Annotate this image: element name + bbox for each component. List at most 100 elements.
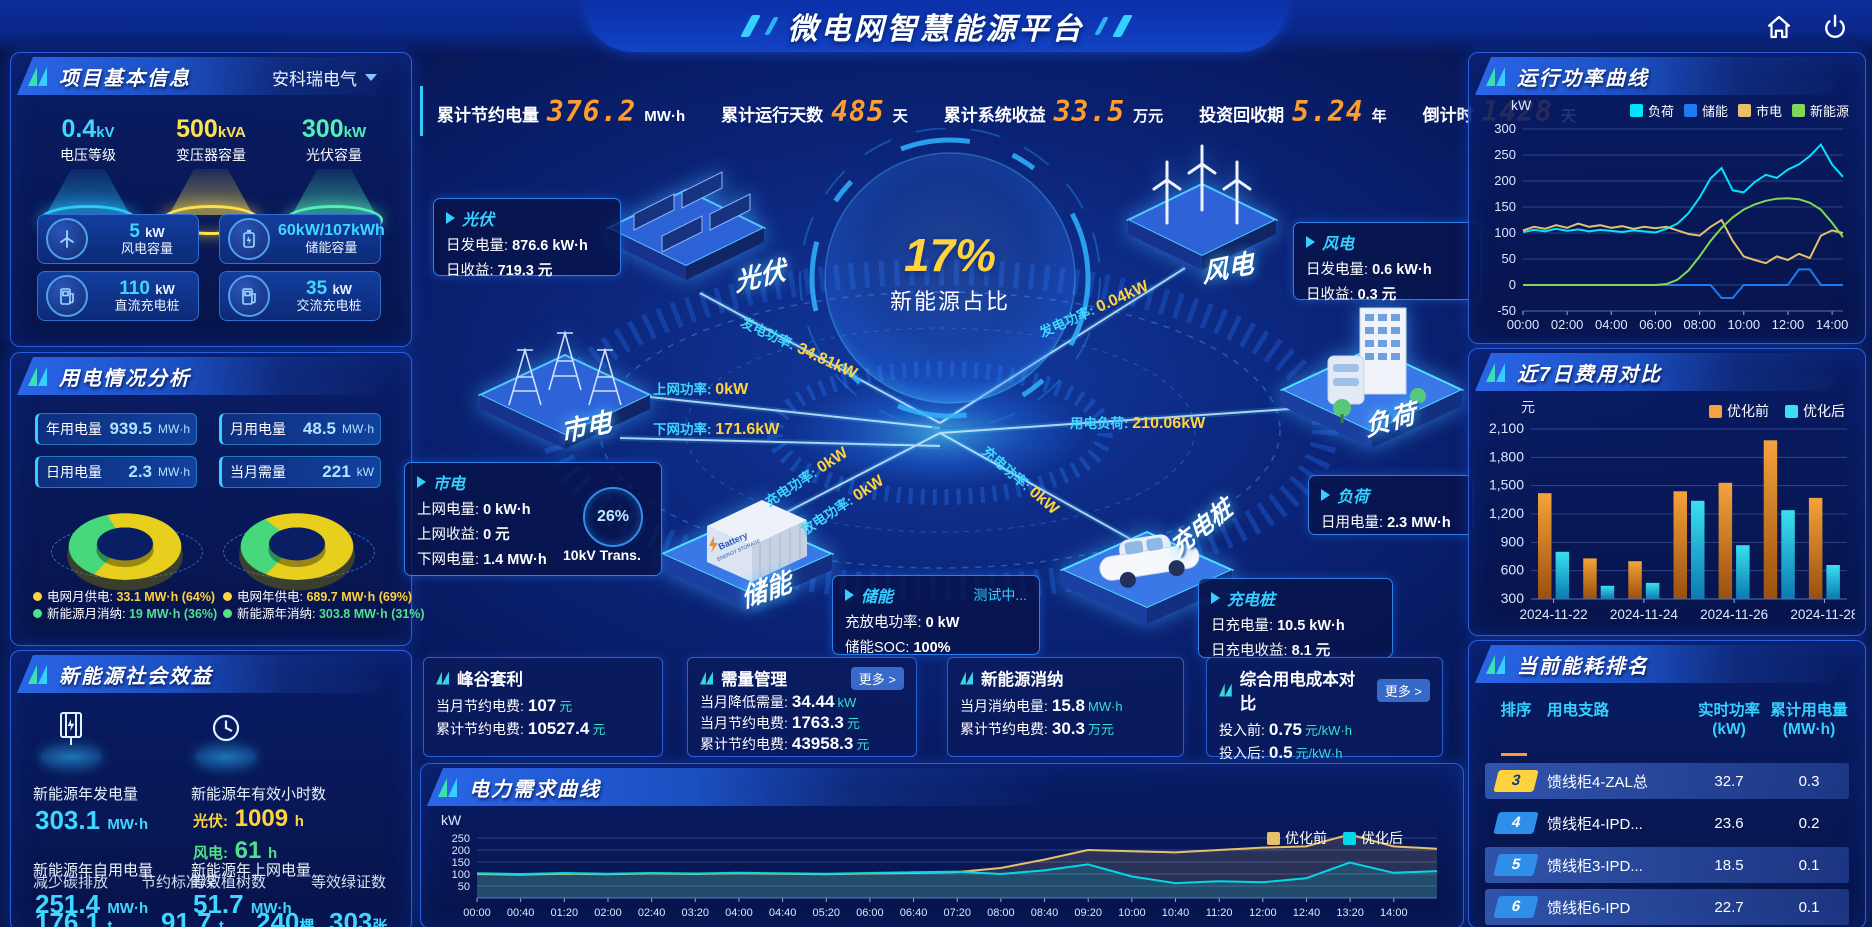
panel-header: 运行功率曲线	[1475, 57, 1859, 95]
ev-car-icon	[1059, 530, 1235, 624]
legend-item[interactable]: 优化后	[1785, 401, 1845, 421]
svg-text:50: 50	[458, 881, 470, 893]
svg-text:13:20: 13:20	[1336, 907, 1364, 919]
legend-item[interactable]: 优化后	[1343, 828, 1403, 848]
renewable-share-label: 新能源占比	[889, 289, 1010, 314]
wind-turbine-icon	[46, 218, 88, 260]
svg-text:2024-11-26: 2024-11-26	[1700, 607, 1768, 622]
panel-corner-icon	[1483, 651, 1509, 677]
social-item-value: 光伏: 1009 h	[193, 805, 304, 832]
panel-corner-icon	[25, 63, 51, 89]
power-curve-chart[interactable]: -50 0 50 100 150 200 250 300 00:00 02:00 04:00 06:0…	[1479, 119, 1855, 335]
home-icon[interactable]	[1764, 12, 1794, 42]
svg-text:300: 300	[1494, 121, 1516, 136]
svg-text:05:20: 05:20	[812, 907, 840, 919]
donut-legend-month: 电网月供电: 33.1 MW·h (64%) 新能源月消纳: 19 MW·h (…	[33, 589, 217, 623]
table-row[interactable]: 3 馈线柜4-ZAL总 32.7 0.3	[1485, 763, 1849, 799]
svg-text:1,200: 1,200	[1489, 505, 1524, 521]
svg-text:200: 200	[452, 845, 470, 857]
demand-curve-chart[interactable]: 50 100 150 200 250 00:00 00:40 01:20 02:00 02:40 0…	[433, 816, 1449, 922]
svg-text:900: 900	[1501, 533, 1525, 549]
svg-text:08:00: 08:00	[987, 907, 1015, 919]
page-title: 微电网智慧能源平台	[787, 13, 1085, 46]
legend-item[interactable]: 市电	[1737, 101, 1782, 120]
svg-text:100: 100	[1494, 225, 1516, 240]
panel-title: 当前能耗排名	[1517, 655, 1649, 678]
battery-icon	[228, 218, 270, 260]
social-item-label: 等效绿证数	[311, 874, 387, 891]
building-icon	[1279, 307, 1465, 448]
more-button[interactable]: 更多 >	[850, 666, 904, 690]
card-ac-charger: 35 kW 交流充电桩	[219, 271, 381, 321]
social-item-label: 等效植树数	[191, 874, 267, 891]
svg-text:-50: -50	[1497, 303, 1516, 318]
dc-charger-icon	[46, 275, 88, 317]
panel-demand-mgmt: 需量管理 更多 > 当月降低需量: 34.44 kW 当月节约电费: 1763.3 元 累…	[687, 657, 917, 757]
wind-info-box: 风电 日发电量: 0.6 kW·h 日收益: 0.3 元	[1293, 222, 1481, 303]
power-icon[interactable]	[1820, 12, 1850, 42]
title-deco-icon	[1111, 15, 1133, 37]
storage-island: Battery ENERGY STORAGE 储能	[652, 462, 842, 627]
legend-item[interactable]: 优化前	[1709, 401, 1769, 421]
social-item-value: 91.7 t	[161, 907, 224, 927]
wind-island: 风电	[1112, 128, 1292, 293]
benefit-icon	[436, 671, 449, 685]
panel-project-info: 项目基本信息 安科瑞电气 0.4kV 电压等级 500kVA 变压器容量 300…	[10, 52, 412, 347]
svg-text:14:00: 14:00	[1816, 317, 1849, 332]
svg-text:10:40: 10:40	[1162, 907, 1190, 919]
title-deco-icon	[763, 17, 779, 35]
panel-header: 新能源社会效益	[17, 655, 405, 693]
power-pylons-icon	[477, 330, 653, 449]
panel-header: 电力需求曲线	[427, 768, 1063, 806]
month-energy-donut	[62, 513, 188, 580]
table-row[interactable]: 6 馈线柜6-IPD 22.7 0.1	[1485, 889, 1849, 925]
table-row[interactable]: 4 馈线柜4-IPD... 23.6 0.2	[1485, 805, 1849, 841]
arrow-right-icon	[1306, 236, 1315, 248]
y-axis-unit: 元	[1521, 399, 1535, 415]
arrow-right-icon	[417, 476, 426, 488]
svg-text:150: 150	[452, 857, 470, 869]
storage-status: 测试中...	[973, 587, 1027, 603]
load-island: 负荷	[1272, 282, 1472, 467]
kpi-payback: 投资回收期 5.24 年	[1199, 94, 1387, 128]
solar-panels-icon	[605, 171, 767, 280]
cost-compare-chart[interactable]: 300 600 900 1,200 1,500 1,800 2,100 2024-11-22 2…	[1479, 419, 1859, 625]
panel-header: 近7日费用对比	[1475, 353, 1859, 391]
svg-text:2024-11-24: 2024-11-24	[1610, 607, 1679, 622]
arrow-right-icon	[1321, 489, 1330, 501]
panel-title: 用电情况分析	[59, 367, 191, 390]
legend-dot	[33, 609, 42, 618]
renewable-share: 17% 新能源占比	[840, 228, 1060, 316]
clock-icon	[194, 709, 258, 767]
cost-chart-legend: 优化前 优化后	[1709, 401, 1845, 421]
svg-text:100: 100	[452, 869, 470, 881]
legend-item[interactable]: 优化前	[1267, 828, 1327, 848]
legend-dot	[223, 609, 232, 618]
renewable-share-value: 17%	[903, 229, 997, 281]
kpi-run-days: 累计运行天数 485 天	[721, 94, 908, 128]
svg-text:1,800: 1,800	[1489, 448, 1524, 464]
legend-item[interactable]: 储能	[1683, 101, 1728, 120]
pv-island: 光伏	[596, 148, 787, 303]
legend-item[interactable]: 负荷	[1629, 101, 1674, 120]
svg-text:2,100: 2,100	[1489, 420, 1524, 436]
svg-text:00:40: 00:40	[507, 907, 535, 919]
legend-item[interactable]: 新能源	[1791, 101, 1849, 120]
svg-text:300: 300	[1501, 590, 1525, 606]
svg-text:250: 250	[452, 833, 470, 845]
panel-corner-icon	[1483, 63, 1509, 89]
storage-info-box: 储能 测试中... 充放电功率: 0 kW 储能SOC: 100%	[832, 575, 1040, 656]
social-item-label: 新能源年上网电量	[191, 862, 312, 879]
svg-text:03:20: 03:20	[682, 907, 710, 919]
more-button[interactable]: 更多 >	[1376, 678, 1430, 702]
kpi-income: 累计系统收益 33.5 万元	[943, 94, 1164, 128]
social-item-label: 节约标准煤	[141, 874, 217, 891]
social-item-value: 303张	[329, 907, 388, 927]
table-row[interactable]: 5 馈线柜3-IPD... 18.5 0.1	[1485, 847, 1849, 883]
battery-container-icon: Battery ENERGY STORAGE	[659, 500, 835, 608]
svg-text:250: 250	[1494, 147, 1516, 162]
transformer-label: 10kV Trans.	[563, 547, 641, 563]
social-item-value: 240棵	[256, 907, 315, 927]
company-select[interactable]: 安科瑞电气	[272, 65, 377, 90]
panel-corner-icon	[25, 661, 51, 687]
